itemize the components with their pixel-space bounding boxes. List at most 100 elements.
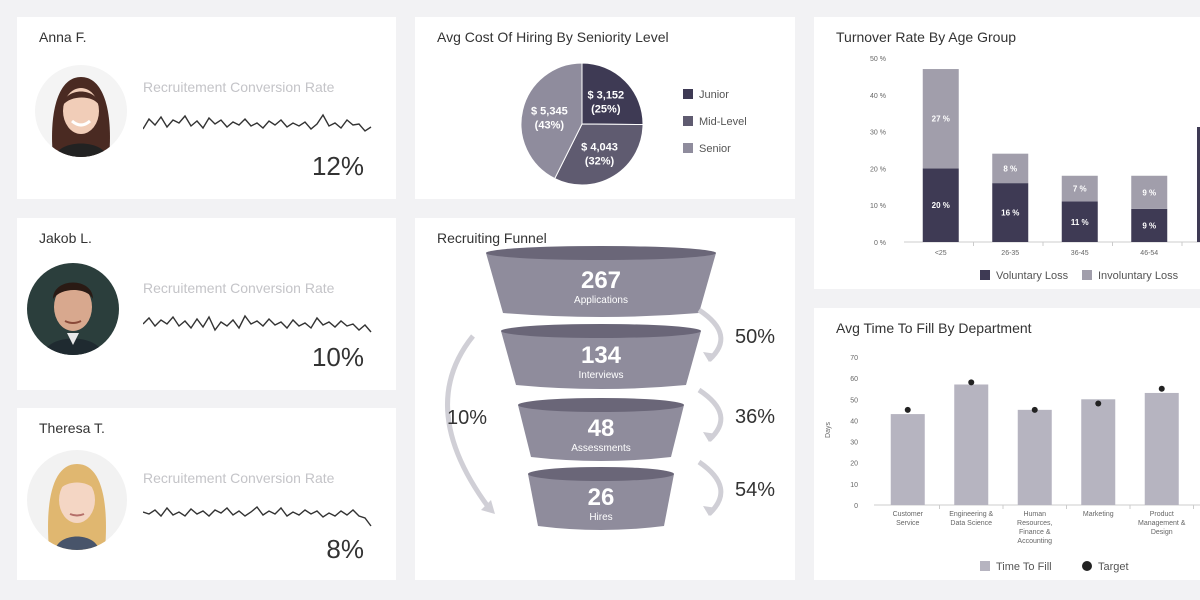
bar-involuntary (922, 69, 959, 169)
avatar (27, 450, 127, 550)
legend-swatch (1082, 270, 1092, 280)
x-tick-label: Accounting (1017, 538, 1052, 545)
x-tick-label: Management & (1138, 520, 1186, 527)
funnel-stage-value: 267 (581, 267, 621, 294)
time-to-fill-chart: 0 10 20 30 40 50 60 70 Days Customer Service Engine… (825, 355, 1200, 545)
funnel-title: Recruiting Funnel (437, 230, 547, 246)
x-tick-label: 46-54 (1140, 250, 1158, 257)
sparkline (143, 314, 372, 333)
funnel-stage-label: Interviews (578, 370, 623, 381)
bar-label: 9 % (1142, 188, 1156, 197)
bar-label: 20 % (932, 201, 950, 210)
funnel-step-rate: 54% (735, 479, 775, 501)
target-dot (1095, 400, 1102, 407)
y-tick-label: 60 (850, 376, 858, 383)
conversion-rate-value: 10% (311, 342, 364, 372)
bar-label: 16 % (1001, 209, 1019, 218)
y-tick-label: 0 (854, 503, 858, 510)
x-tick-label: Resources, (1017, 520, 1052, 527)
bar-time-to-fill (954, 384, 989, 505)
pie-slice-label: $ 5,345 (531, 105, 568, 117)
pie-slice-pct: (43%) (535, 119, 565, 131)
bar-time-to-fill (1144, 392, 1179, 505)
pie-slice-pct: (25%) (591, 103, 621, 115)
x-tick-label: 36-45 (1071, 250, 1089, 257)
funnel-stage-rim (528, 467, 674, 481)
legend-swatch (683, 89, 693, 99)
legend-label: Mid-Level (699, 116, 747, 128)
turnover-chart: 0 % 10 % 20 % 30 % 40 % 50 % 20 % 27 % <25 16 % 8 … (870, 56, 1200, 257)
bar-label: 7 % (1073, 185, 1087, 194)
funnel-stage-value: 134 (581, 342, 622, 369)
funnel-stage (518, 405, 684, 461)
sparkline (143, 505, 372, 527)
turnover-legend-voluntary: Voluntary Loss (980, 270, 1068, 282)
bar-involuntary (1061, 175, 1098, 202)
metric-label: Recruitement Conversion Rate (143, 470, 335, 486)
funnel-stage-rim (501, 324, 701, 338)
y-tick-label: 30 (850, 440, 858, 447)
y-tick-label: 10 % (870, 203, 886, 210)
x-tick-label: Human (1023, 511, 1046, 518)
person-name: Theresa T. (39, 420, 105, 436)
y-tick-label: 20 % (870, 166, 886, 173)
x-tick-label: 26-35 (1001, 250, 1019, 257)
funnel-stage-rim (518, 398, 684, 412)
bar-voluntary (1131, 208, 1168, 242)
target-dot (1158, 385, 1165, 392)
x-tick-label: Engineering & (949, 511, 993, 518)
pie-legend-mid: Mid-Level (683, 116, 747, 128)
metric-label: Recruitement Conversion Rate (143, 79, 335, 95)
funnel-step-arrowhead (703, 506, 717, 516)
funnel-overall-arrow (445, 334, 492, 510)
y-tick-label: 30 % (870, 130, 886, 137)
funnel-step-arrow (697, 459, 724, 516)
bar-label: 27 % (932, 115, 950, 124)
legend-swatch (1082, 561, 1092, 571)
funnel-step-arrow (697, 387, 724, 442)
bar-time-to-fill (1017, 409, 1052, 505)
funnel-stage (528, 474, 674, 530)
legend-label: Junior (699, 89, 729, 101)
pie-slice-pct: (32%) (585, 156, 615, 168)
bar-partial (1197, 127, 1200, 242)
legend-label: Target (1098, 561, 1129, 573)
pie-slice (581, 62, 644, 126)
legend-swatch (980, 561, 990, 571)
funnel-stage-label: Assessments (571, 443, 630, 454)
bar-time-to-fill (890, 414, 925, 505)
funnel-overall-rate: 10% (447, 407, 487, 429)
funnel-step-arrowhead (703, 352, 717, 362)
person-name: Anna F. (39, 29, 87, 45)
x-tick-label: Design (1151, 529, 1173, 536)
funnel-step-arrowhead (703, 432, 717, 442)
y-tick-label: 0 % (874, 240, 886, 247)
pie-slice (520, 62, 583, 180)
conversion-rate-value: 8% (326, 534, 364, 564)
bar-voluntary (992, 183, 1029, 242)
y-tick-label: 50 % (870, 56, 886, 63)
x-tick-label: Marketing (1083, 511, 1114, 518)
funnel-stage (486, 253, 716, 317)
ttf-legend-target: Target (1082, 561, 1129, 573)
sparkline (143, 113, 372, 132)
bar-voluntary (922, 168, 959, 242)
pie-chart: $ 3,152 (25%) $ 4,043 (32%) $ 5,345 (43%) (520, 62, 644, 186)
y-tick-label: 20 (850, 461, 858, 468)
bar-label: 8 % (1003, 164, 1017, 173)
funnel-card: Recruiting Funnel 267 Applications 134 Inte… (415, 218, 795, 580)
x-tick-label: Service (896, 520, 919, 527)
y-axis-label: Days (825, 422, 832, 438)
bar-label: 11 % (1071, 218, 1089, 227)
legend-label: Senior (699, 143, 731, 155)
legend-label: Time To Fill (996, 561, 1052, 573)
conversion-rate-value: 12% (311, 151, 364, 181)
x-tick-label: Data Science (950, 520, 992, 527)
funnel-overall-arrowhead (481, 500, 495, 514)
turnover-title: Turnover Rate By Age Group (836, 29, 1017, 45)
y-tick-label: 40 % (870, 93, 886, 100)
bar-voluntary (1061, 201, 1098, 242)
y-tick-label: 10 (850, 482, 858, 489)
avatar (27, 263, 119, 355)
funnel-stage (501, 331, 701, 389)
